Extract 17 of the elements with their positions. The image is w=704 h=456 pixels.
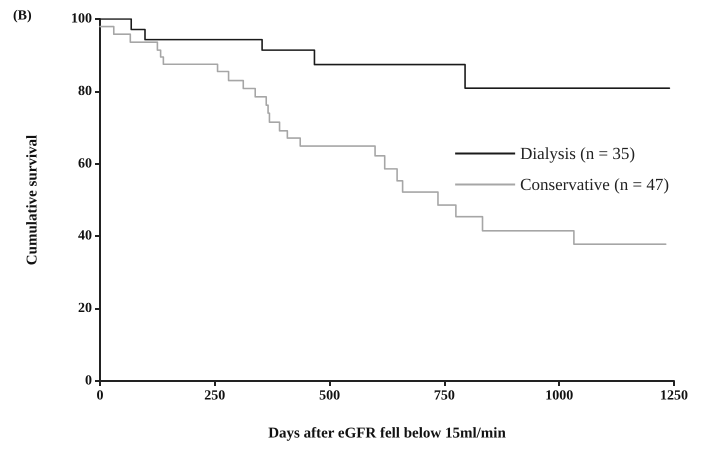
chart-title: (B) [13, 8, 32, 24]
x-tick-label: 250 [204, 388, 226, 404]
x-axis-title: Days after eGFR fell below 15ml/min [268, 426, 506, 442]
x-tick-label: 750 [434, 388, 455, 404]
x-tick-label: 1000 [545, 388, 574, 404]
legend-label: Conservative (n = 47) [520, 175, 669, 194]
y-tick-label: 60 [78, 156, 92, 172]
y-axis-title: Cumulative survival [24, 134, 40, 266]
y-tick-label: 20 [78, 301, 92, 316]
legend-label: Dialysis (n = 35) [520, 144, 636, 163]
y-tick-label: 40 [78, 228, 92, 244]
y-tick-label: 80 [78, 84, 92, 99]
y-tick-label: 0 [85, 374, 92, 388]
x-tick-label: 0 [96, 388, 104, 404]
x-tick-label: 1250 [660, 388, 688, 404]
x-tick-label: 500 [319, 388, 340, 404]
y-tick-label: 100 [71, 12, 92, 26]
